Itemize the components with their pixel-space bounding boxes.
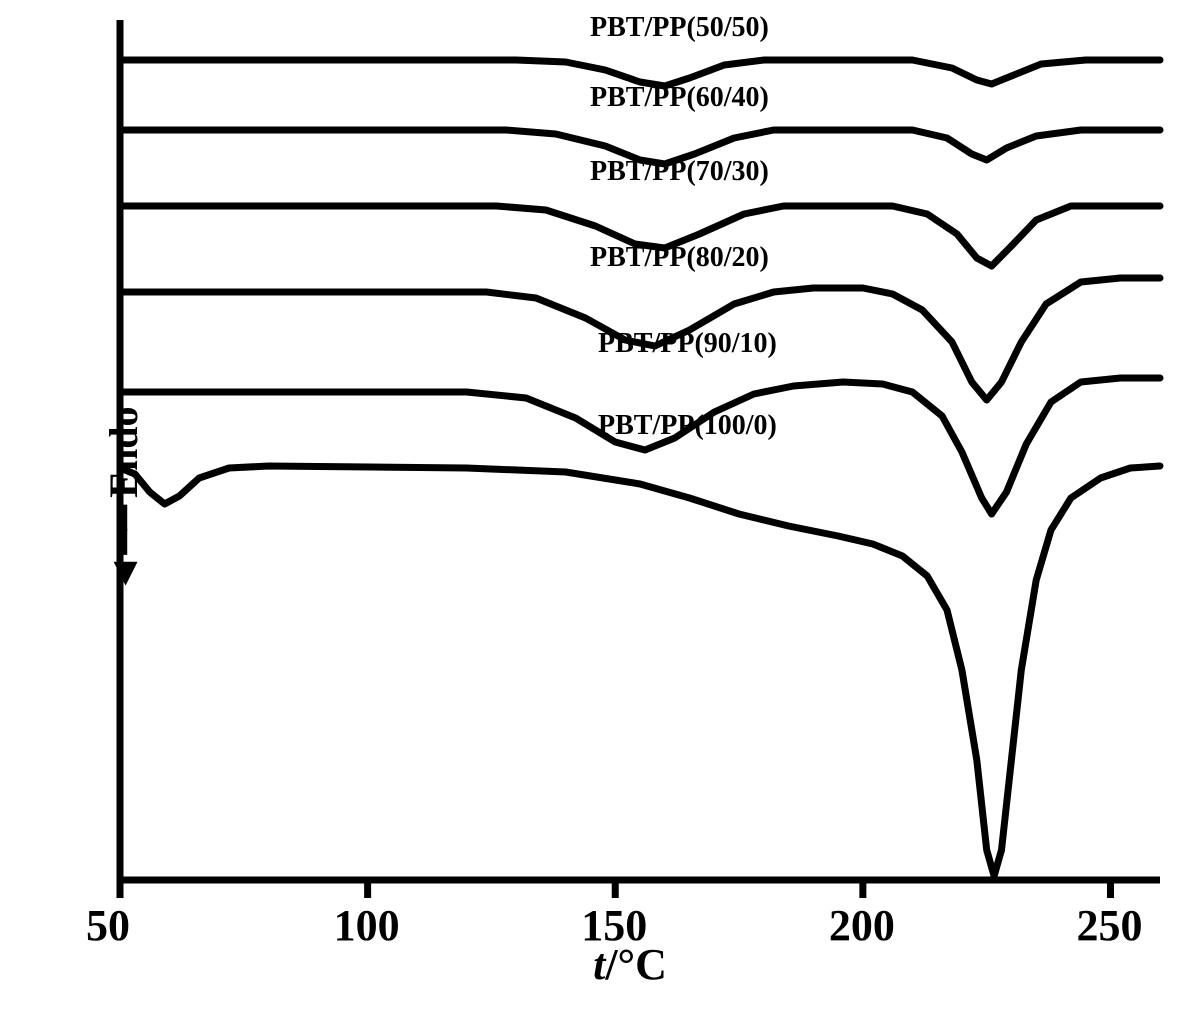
curve-label-c1: PBT/PP(50/50) xyxy=(590,12,769,44)
chart-svg xyxy=(120,20,1160,920)
x-tick-label: 200 xyxy=(829,900,895,951)
x-axis-label: t/°C xyxy=(593,939,667,990)
x-tick-label: 250 xyxy=(1076,900,1142,951)
plot-area: PBT/PP(50/50)PBT/PP(60/40)PBT/PP(70/30)P… xyxy=(120,20,1160,880)
curve-label-c2: PBT/PP(60/40) xyxy=(590,82,769,114)
x-tick-label: 100 xyxy=(334,900,400,951)
x-tick-label: 50 xyxy=(86,900,130,951)
curve-label-c3: PBT/PP(70/30) xyxy=(590,156,769,188)
curve-label-c5: PBT/PP(90/10) xyxy=(598,328,777,360)
x-axis-unit: /°C xyxy=(605,940,667,989)
dsc-chart-container: ◄━━ Endo PBT/PP(50/50)PBT/PP(60/40)PBT/P… xyxy=(100,20,1160,980)
curve-label-c4: PBT/PP(80/20) xyxy=(590,242,769,274)
dsc-curve-c5 xyxy=(120,378,1160,514)
x-axis-var: t xyxy=(593,940,605,989)
dsc-curve-c6 xyxy=(120,466,1160,876)
curve-label-c6: PBT/PP(100/0) xyxy=(598,410,777,442)
